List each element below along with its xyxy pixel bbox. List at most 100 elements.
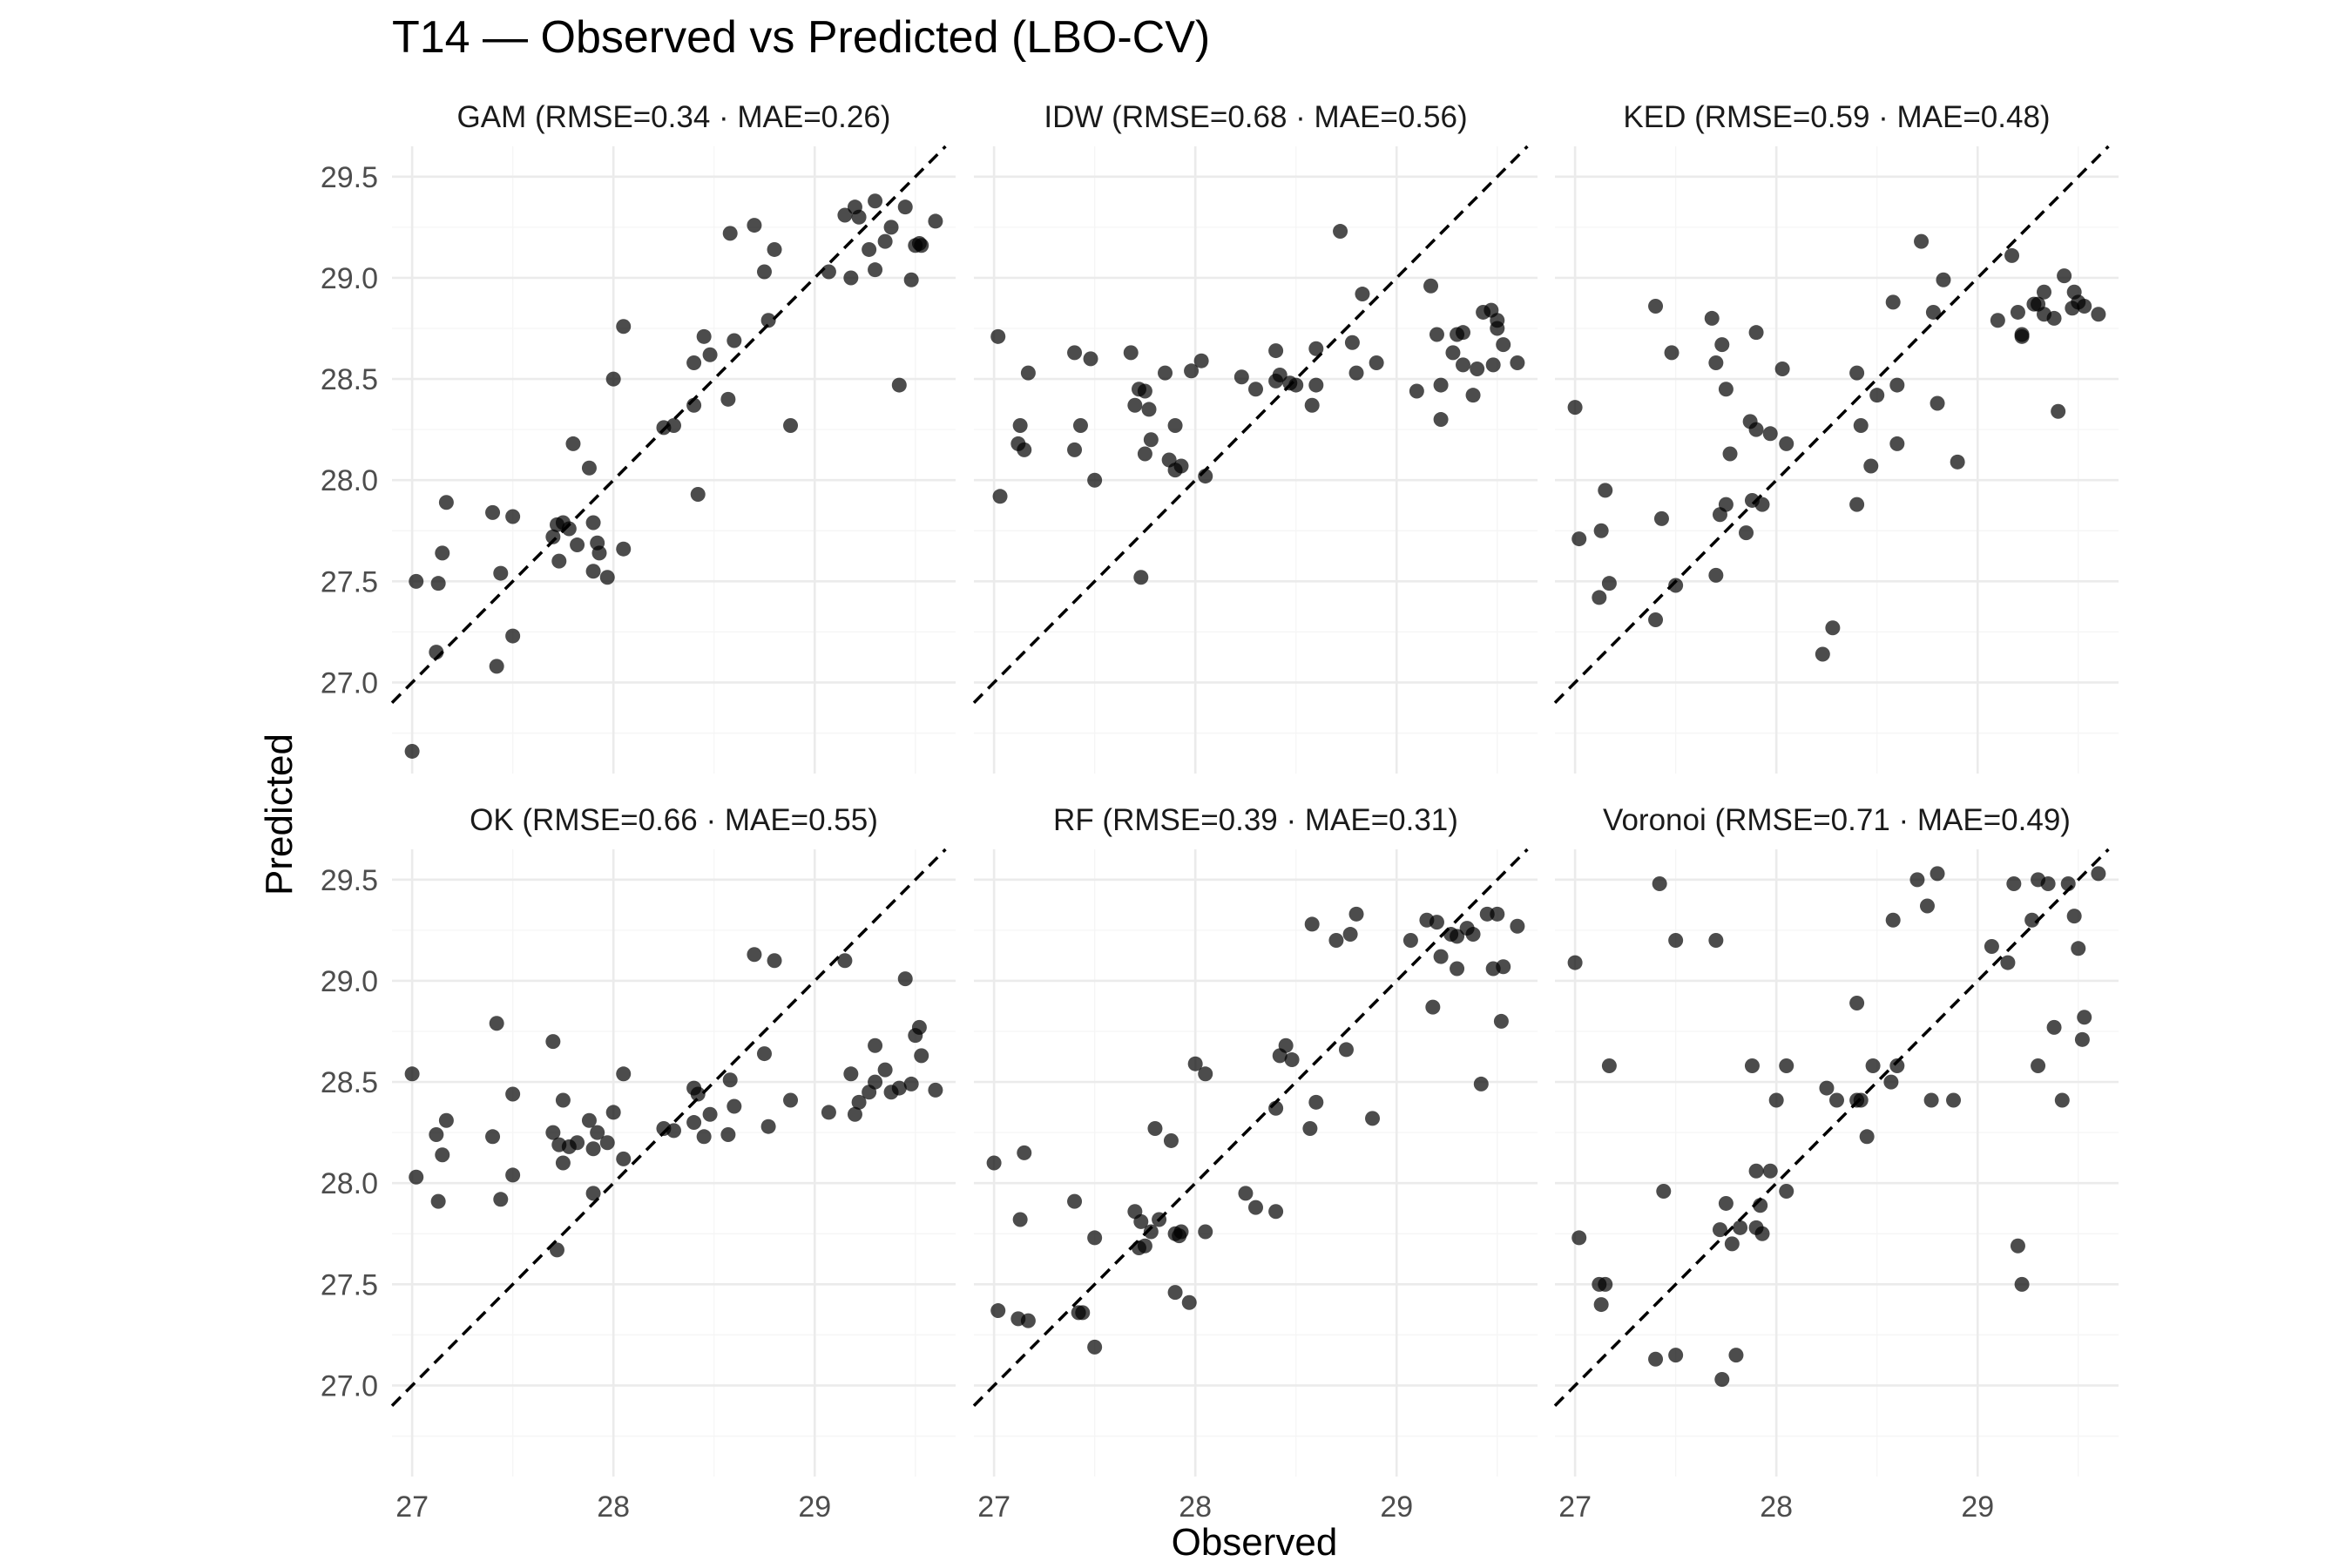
data-point — [1198, 1066, 1213, 1082]
data-point — [1152, 1212, 1167, 1227]
data-point — [1598, 1276, 1613, 1292]
data-point — [686, 1115, 702, 1131]
data-point — [1067, 345, 1083, 361]
identity-line — [1553, 848, 2110, 1407]
data-point — [690, 486, 706, 502]
data-point — [1284, 1052, 1300, 1068]
data-point — [990, 328, 1006, 344]
data-point — [1143, 432, 1159, 448]
data-point — [1133, 570, 1149, 585]
data-point — [1272, 367, 1288, 382]
data-point — [2066, 909, 2082, 924]
data-point — [1567, 400, 1583, 416]
data-point — [756, 264, 772, 280]
data-point — [720, 1126, 736, 1142]
data-point — [438, 1112, 454, 1128]
data-point — [1328, 933, 1344, 949]
data-point — [1664, 345, 1680, 361]
data-point — [489, 659, 504, 674]
data-point — [847, 1106, 862, 1122]
data-point — [1496, 959, 1511, 975]
data-point — [1592, 590, 1607, 605]
data-point — [914, 1048, 929, 1064]
data-point — [1302, 1121, 1318, 1137]
data-point — [1923, 1092, 1939, 1108]
data-point — [897, 971, 913, 987]
data-point — [489, 1016, 504, 1031]
data-point — [1365, 1111, 1381, 1126]
data-point — [666, 1123, 681, 1139]
data-point — [1429, 327, 1444, 342]
data-point — [783, 1092, 799, 1108]
data-point — [1829, 1092, 1844, 1108]
data-point — [1167, 418, 1183, 434]
data-point — [1668, 933, 1684, 949]
data-point — [767, 953, 782, 969]
data-point — [2006, 875, 2022, 891]
data-point — [1198, 1224, 1213, 1240]
data-point — [1012, 1212, 1028, 1227]
data-point — [1308, 341, 1324, 356]
data-point — [1123, 345, 1139, 361]
data-point — [1718, 382, 1734, 397]
data-point — [1728, 1348, 1744, 1363]
data-point — [1020, 1313, 1036, 1328]
data-point — [1127, 397, 1143, 413]
data-point — [1863, 458, 1879, 474]
data-point — [1825, 620, 1841, 636]
data-point — [862, 241, 877, 257]
data-point — [911, 1019, 927, 1035]
panel-label: Voronoi (RMSE=0.71 · MAE=0.49) — [1603, 803, 2071, 837]
data-point — [1593, 523, 1609, 538]
data-point — [1423, 278, 1439, 294]
y-tick-label: 29.0 — [321, 965, 378, 998]
data-point — [1083, 351, 1098, 367]
y-tick-label: 27.5 — [321, 565, 378, 598]
data-point — [616, 1066, 632, 1082]
data-point — [605, 371, 621, 387]
data-point — [1308, 377, 1324, 393]
data-point — [585, 1186, 601, 1201]
data-point — [1248, 1200, 1263, 1215]
data-point — [1067, 1193, 1083, 1209]
data-point — [868, 1037, 883, 1053]
data-point — [1889, 436, 1905, 451]
data-point — [549, 1242, 564, 1258]
data-point — [1087, 472, 1103, 488]
y-tick-label: 29.5 — [321, 161, 378, 194]
data-point — [1990, 313, 2005, 328]
data-point — [1143, 1224, 1159, 1240]
data-point — [404, 743, 420, 759]
x-tick-label: 28 — [597, 1490, 630, 1524]
data-point — [851, 1094, 867, 1110]
data-point — [1072, 418, 1088, 434]
data-point — [1601, 576, 1617, 591]
data-point — [1402, 933, 1418, 949]
data-point — [2004, 247, 2020, 263]
data-point — [1278, 1037, 1294, 1053]
data-point — [1722, 446, 1738, 462]
data-point — [666, 418, 681, 434]
x-tick-label: 27 — [395, 1490, 429, 1524]
data-point — [1889, 377, 1905, 393]
data-point — [1601, 1058, 1617, 1074]
data-point — [747, 218, 762, 233]
data-point — [2037, 284, 2052, 300]
panel-3: OK (RMSE=0.66 · MAE=0.55) 27.0 27.5 28.0 28.… — [321, 803, 956, 1524]
data-point — [696, 1129, 712, 1145]
chart-title: T14 — Observed vs Predicted (LBO-CV) — [392, 12, 1210, 63]
data-point — [1714, 1372, 1730, 1388]
data-point — [1744, 1058, 1760, 1074]
data-point — [722, 226, 738, 241]
data-point — [1348, 906, 1364, 922]
data-point — [1733, 1220, 1748, 1235]
data-point — [485, 504, 501, 520]
data-point — [1456, 325, 1471, 341]
x-tick-label: 28 — [1760, 1490, 1793, 1524]
data-point — [1087, 1230, 1103, 1246]
data-point — [1668, 578, 1684, 593]
data-point — [1020, 365, 1036, 381]
data-point — [1173, 1224, 1189, 1240]
